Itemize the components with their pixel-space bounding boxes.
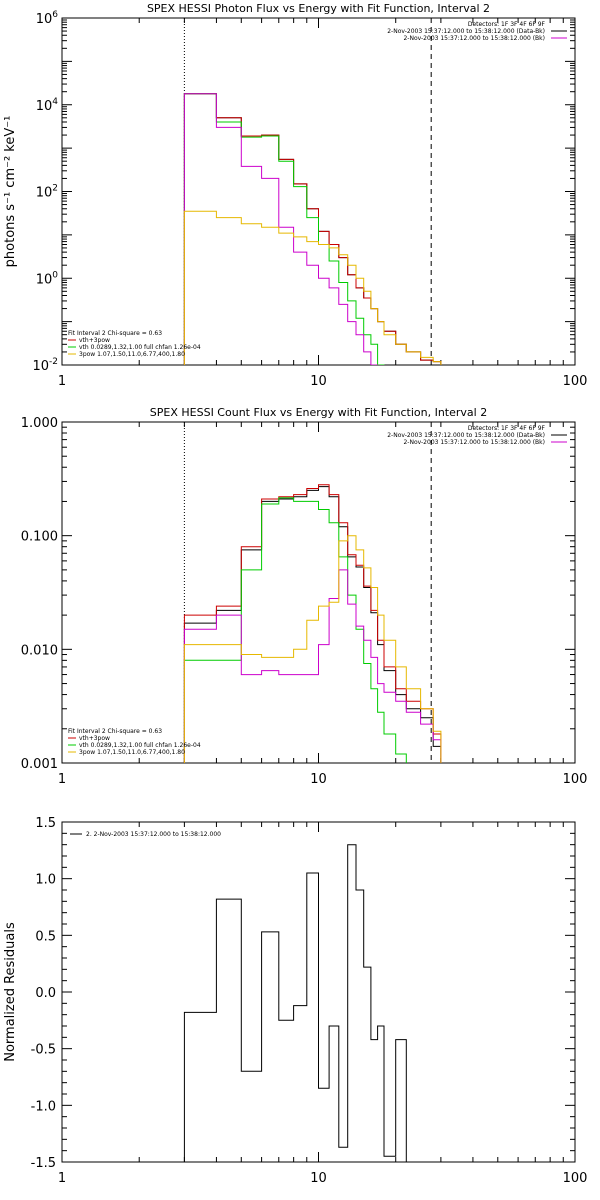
y-tick-label: 0.0	[35, 986, 56, 1001]
info-line: 2-Nov-2003 15:37:12.000 to 15:38:12.000 …	[403, 35, 545, 42]
fit-info-line: vth 0.0289,1.32,1.00 full chfan 1.26e-04	[79, 742, 201, 749]
x-tick-label: 1	[58, 772, 66, 787]
y-tick-label: 104	[36, 97, 59, 114]
x-tick-label: 10	[310, 772, 327, 787]
y-axis-label: Normalized Residuals	[3, 922, 18, 1062]
info-line: 2-Nov-2003 15:37:12.000 to 15:38:12.000 …	[387, 432, 545, 439]
x-tick-label: 100	[563, 374, 588, 389]
fit-info-line: 3pow 1.07,1.50,11.0,6.77,400,1.80	[79, 749, 185, 756]
y-tick-label: 10-2	[32, 357, 58, 374]
y-tick-label: 100	[36, 270, 59, 287]
x-tick-label: 100	[563, 1171, 588, 1186]
legend-text: 2. 2-Nov-2003 15:37:12.000 to 15:38:12.0…	[86, 831, 221, 838]
y-tick-exponent: -2	[49, 357, 58, 367]
chart-title: SPEX HESSI Count Flux vs Energy with Fit…	[150, 406, 487, 419]
y-tick-label: 0.010	[21, 643, 58, 658]
plot-frame	[61, 17, 576, 366]
info-line: 2-Nov-2003 15:37:12.000 to 15:38:12.000 …	[387, 28, 545, 35]
chart-panel-1: SPEX HESSI Photon Flux vs Energy with Fi…	[3, 2, 588, 389]
fit-info-line: vth+3pow	[79, 337, 110, 344]
y-tick-label: 0.100	[21, 530, 58, 545]
series-line-3	[183, 93, 407, 365]
info-line: 2-Nov-2003 15:37:12.000 to 15:38:12.000 …	[403, 439, 545, 446]
series-line-5	[183, 535, 442, 763]
y-tick-base: 10	[36, 186, 53, 201]
plot-frame	[61, 421, 576, 764]
fit-info-line: Fit Interval 2 Chi-square = 0.63	[68, 330, 162, 337]
chart-panel-2: SPEX HESSI Count Flux vs Energy with Fit…	[21, 406, 588, 787]
x-tick-label: 100	[563, 772, 588, 787]
series-line-1	[183, 93, 442, 365]
series-line-1	[183, 486, 442, 763]
info-line: Detectors: 1F 3F 4F 6F 9F	[468, 21, 546, 28]
y-tick-base: 10	[36, 272, 53, 287]
chart-title: SPEX HESSI Photon Flux vs Energy with Fi…	[147, 2, 490, 15]
x-tick-label: 1	[58, 374, 66, 389]
y-tick-label: 1.000	[21, 416, 58, 431]
series-line-2	[183, 484, 442, 763]
fit-info-line: vth 0.0289,1.32,1.00 full chfan 1.26e-04	[79, 344, 201, 351]
series-line-2	[183, 93, 442, 365]
info-line: Detectors: 1F 3F 4F 6F 9F	[468, 425, 546, 432]
series-line-4	[183, 569, 442, 763]
fit-info-line: Fit Interval 2 Chi-square = 0.63	[68, 728, 162, 735]
y-tick-exponent: 0	[52, 270, 58, 280]
y-tick-base: 10	[36, 99, 53, 114]
y-tick-base: 10	[36, 12, 53, 27]
y-tick-label: 0.5	[35, 929, 56, 944]
y-tick-label: 106	[36, 10, 59, 27]
x-tick-label: 1	[58, 1171, 66, 1186]
series-line-1	[183, 844, 407, 1162]
y-axis-label: photons s⁻¹ cm⁻² keV⁻¹	[3, 116, 18, 268]
y-tick-label: 0.001	[21, 757, 58, 772]
plot-area	[183, 18, 442, 365]
series-line-5	[183, 210, 442, 365]
series-line-3	[183, 497, 422, 763]
x-tick-label: 10	[310, 374, 327, 389]
plot-area	[183, 844, 407, 1162]
y-tick-base: 10	[32, 359, 49, 374]
y-tick-exponent: 2	[52, 184, 58, 194]
series-line-4	[183, 93, 397, 365]
y-tick-label: 102	[36, 184, 58, 201]
plot-area	[183, 422, 442, 763]
y-tick-label: -0.5	[31, 1043, 56, 1058]
fit-info-line: 3pow 1.07,1.50,11.0,6.77,400,1.80	[79, 351, 185, 358]
y-tick-exponent: 4	[52, 97, 58, 107]
y-tick-label: 1.5	[35, 816, 56, 831]
fit-info-line: vth+3pow	[79, 735, 110, 742]
x-tick-label: 10	[310, 1171, 327, 1186]
y-tick-exponent: 6	[52, 10, 58, 20]
y-tick-label: -1.5	[31, 1156, 56, 1171]
y-tick-label: 1.0	[35, 873, 56, 888]
y-tick-label: -1.0	[31, 1099, 56, 1114]
chart-panel-3: 1 10 100 1.5 1.0 0.5 0.0 -0.5 -1.0 -1.5 Normalized…	[3, 816, 587, 1186]
